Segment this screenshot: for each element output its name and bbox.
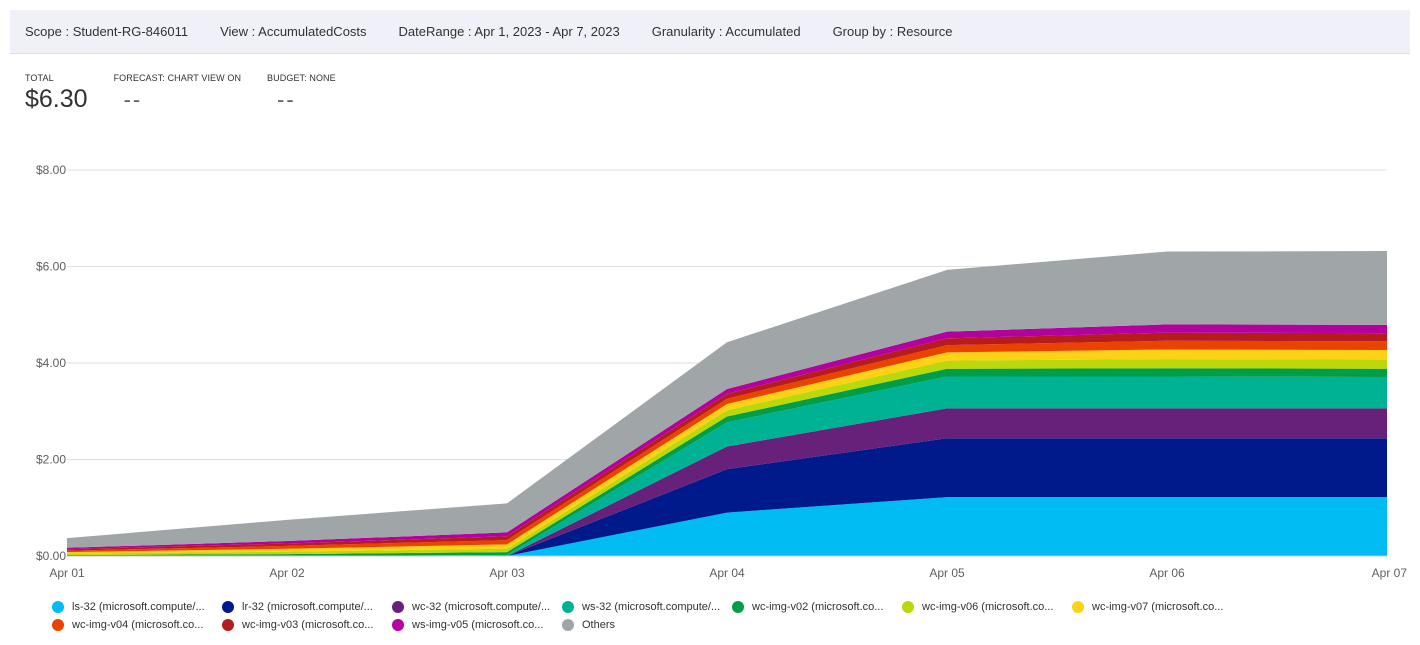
- legend-label: lr-32 (microsoft.compute/...: [242, 601, 373, 613]
- series-area-0: [67, 497, 1387, 556]
- legend-swatch: [732, 601, 744, 613]
- legend-label: wc-32 (microsoft.compute/...: [412, 601, 551, 613]
- kpi-total-value: $6.30: [25, 85, 88, 113]
- x-tick-label: Apr 04: [709, 566, 745, 580]
- y-tick-label: $4.00: [36, 356, 66, 370]
- kpi-forecast-value: --: [123, 87, 143, 112]
- y-tick-label: $6.00: [36, 260, 66, 274]
- kpi-summary: TOTAL $6.30 FORECAST: CHART VIEW ON -- B…: [25, 73, 362, 114]
- filter-bar: Scope : Student-RG-846011 View : Accumul…: [10, 10, 1410, 54]
- x-tick-label: Apr 05: [929, 566, 965, 580]
- y-tick-label: $8.00: [36, 163, 66, 177]
- kpi-budget: BUDGET: NONE --: [267, 73, 336, 114]
- view-filter[interactable]: View : AccumulatedCosts: [220, 24, 367, 39]
- x-tick-label: Apr 06: [1149, 566, 1185, 580]
- series-area-2: [67, 408, 1387, 556]
- kpi-forecast: FORECAST: CHART VIEW ON --: [114, 73, 241, 114]
- groupby-filter[interactable]: Group by : Resource: [832, 24, 953, 39]
- legend-item[interactable]: wc-img-v02 (microsoft.co...: [732, 601, 902, 613]
- kpi-total-label: TOTAL: [25, 73, 54, 83]
- series-area-3: [67, 376, 1387, 556]
- kpi-budget-value: --: [277, 87, 296, 112]
- legend-label: wc-img-v06 (microsoft.co...: [922, 601, 1054, 613]
- series-area-1: [67, 438, 1387, 556]
- legend-item[interactable]: wc-img-v06 (microsoft.co...: [902, 601, 1072, 613]
- legend-item[interactable]: Others: [562, 619, 732, 631]
- legend-label: ws-img-v05 (microsoft.co...: [412, 619, 544, 631]
- y-tick-label: $2.00: [36, 453, 66, 467]
- legend-swatch: [902, 601, 914, 613]
- legend-swatch: [222, 619, 234, 631]
- legend-label: Others: [582, 619, 616, 631]
- legend-item[interactable]: ls-32 (microsoft.compute/...: [52, 601, 222, 613]
- y-tick-label: $0.00: [36, 549, 66, 563]
- legend-item[interactable]: wc-32 (microsoft.compute/...: [392, 601, 562, 613]
- legend-swatch: [392, 619, 404, 631]
- legend-swatch: [52, 601, 64, 613]
- scope-filter[interactable]: Scope : Student-RG-846011: [25, 24, 189, 39]
- daterange-filter[interactable]: DateRange : Apr 1, 2023 - Apr 7, 2023: [398, 24, 620, 39]
- chart-legend: ls-32 (microsoft.compute/... lr-32 (micro…: [52, 601, 1292, 631]
- legend-item[interactable]: lr-32 (microsoft.compute/...: [222, 601, 392, 613]
- legend-swatch: [1072, 601, 1084, 613]
- legend-label: wc-img-v04 (microsoft.co...: [72, 619, 204, 631]
- legend-item[interactable]: ws-img-v05 (microsoft.co...: [392, 619, 562, 631]
- legend-label: wc-img-v07 (microsoft.co...: [1092, 601, 1224, 613]
- kpi-budget-label: BUDGET: NONE: [267, 73, 336, 83]
- legend-item[interactable]: wc-img-v04 (microsoft.co...: [52, 619, 222, 631]
- legend-label: wc-img-v02 (microsoft.co...: [752, 601, 884, 613]
- legend-swatch: [222, 601, 234, 613]
- x-tick-label: Apr 07: [1372, 566, 1408, 580]
- kpi-total: TOTAL $6.30: [25, 73, 88, 114]
- legend-swatch: [392, 601, 404, 613]
- legend-item[interactable]: ws-32 (microsoft.compute/...: [562, 601, 732, 613]
- accumulated-cost-chart: $0.00 $2.00 $4.00 $6.00 $8.00 Apr 01 Apr 02 Apr…: [36, 163, 1408, 580]
- kpi-forecast-label: FORECAST: CHART VIEW ON: [113, 73, 242, 83]
- legend-item[interactable]: wc-img-v03 (microsoft.co...: [222, 619, 392, 631]
- legend-label: wc-img-v03 (microsoft.co...: [242, 619, 374, 631]
- legend-label: ws-32 (microsoft.compute/...: [582, 601, 721, 613]
- legend-swatch: [52, 619, 64, 631]
- legend-swatch: [562, 601, 574, 613]
- legend-label: ls-32 (microsoft.compute/...: [72, 601, 205, 613]
- granularity-filter[interactable]: Granularity : Accumulated: [651, 24, 801, 39]
- legend-item[interactable]: wc-img-v07 (microsoft.co...: [1072, 601, 1242, 613]
- legend-swatch: [562, 619, 574, 631]
- x-tick-label: Apr 02: [269, 566, 305, 580]
- series-area-10: [67, 251, 1387, 548]
- x-tick-label: Apr 01: [49, 566, 85, 580]
- x-tick-label: Apr 03: [489, 566, 525, 580]
